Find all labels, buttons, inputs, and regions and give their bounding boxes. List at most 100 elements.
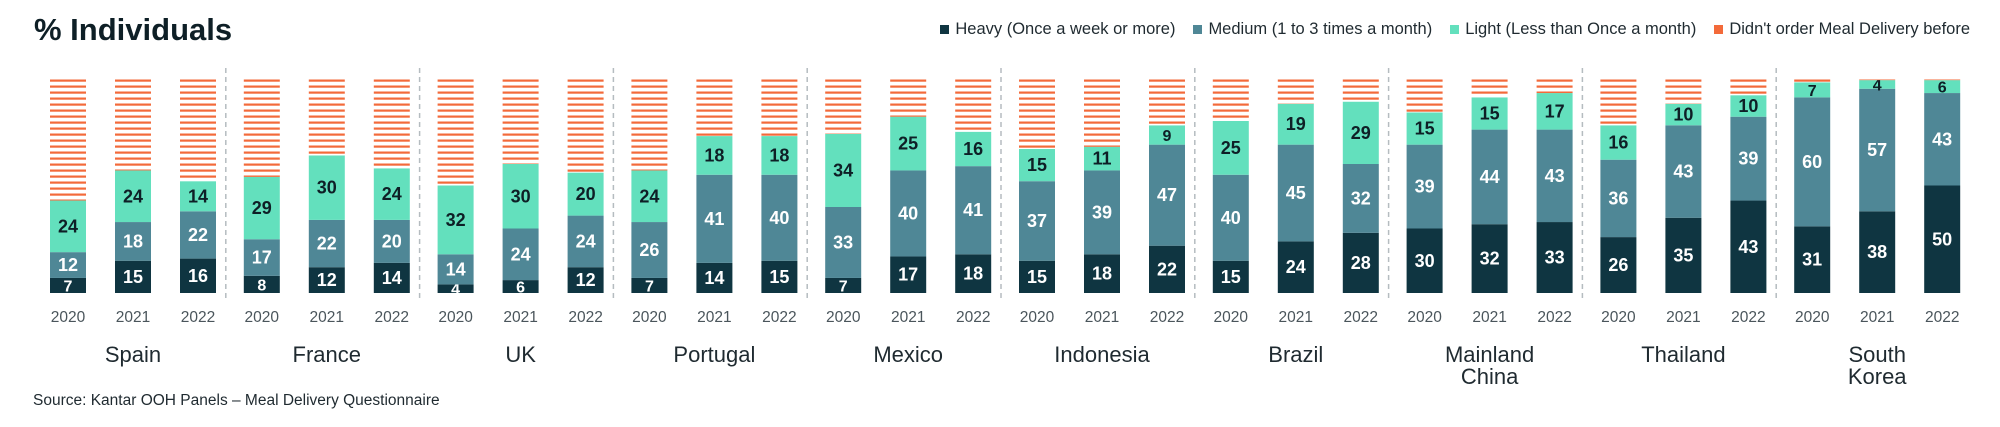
bar-segment-light-spain-2021 [115, 170, 151, 223]
data-label-heavy-mainland-china-2021: 32 [1480, 249, 1500, 269]
data-label-light-brazil-2020: 25 [1221, 138, 1241, 158]
data-label-medium-indonesia-2021: 39 [1092, 202, 1112, 222]
bar-segment-light-indonesia-2020 [1019, 148, 1055, 182]
year-tick-label: 2021 [1472, 309, 1506, 326]
data-label-light-spain-2020: 24 [58, 216, 78, 236]
bar-segment-heavy-brazil-2020 [1212, 260, 1249, 293]
bar-segment-medium-spain-2022 [180, 211, 216, 259]
data-label-medium-uk-2020: 14 [446, 259, 466, 279]
source-note: Source: Kantar OOH Panels – Meal Deliver… [33, 392, 440, 409]
bar-segment-heavy-mexico-2020 [825, 277, 862, 293]
data-label-light-spain-2021: 24 [123, 186, 143, 206]
bar-segment-heavy-indonesia-2020 [1019, 260, 1055, 293]
country-label-uk: UK [505, 342, 536, 367]
data-label-light-mainland-china-2021: 15 [1480, 103, 1500, 123]
data-label-medium-portugal-2022: 40 [769, 208, 789, 228]
data-label-heavy-thailand-2022: 43 [1738, 237, 1758, 257]
bar-segment-none-portugal-2021 [696, 78, 733, 137]
data-label-medium-spain-2021: 18 [123, 231, 143, 251]
bar-segment-none-indonesia-2022 [1149, 78, 1185, 126]
bar-segment-heavy-south-korea-2022 [1924, 185, 1961, 293]
legend-label-medium: Medium (1 to 3 times a month) [1208, 20, 1433, 38]
year-tick-label: 2021 [1279, 309, 1313, 326]
bar-segment-medium-france-2021 [308, 219, 345, 268]
data-label-light-uk-2020: 32 [446, 210, 466, 230]
bar-segment-none-france-2021 [308, 78, 345, 156]
bar-segment-heavy-portugal-2021 [696, 262, 733, 293]
bar-segment-light-spain-2022 [180, 181, 216, 212]
chart-title: % Individuals [34, 12, 233, 47]
legend-item-heavy: Heavy (Once a week or more) [940, 20, 1175, 39]
data-label-heavy-mexico-2020: 7 [839, 278, 848, 295]
year-tick-label: 2022 [956, 309, 990, 326]
year-tick-label: 2022 [1537, 309, 1571, 326]
data-label-heavy-mainland-china-2020: 30 [1415, 251, 1435, 271]
data-label-medium-south-korea-2020: 60 [1802, 152, 1822, 172]
bar-segment-medium-portugal-2022 [761, 174, 798, 261]
bar-segment-none-spain-2021 [115, 78, 151, 171]
bar-segment-heavy-spain-2020 [50, 277, 86, 293]
data-label-heavy-portugal-2020: 7 [645, 278, 654, 295]
bar-segment-none-spain-2020 [50, 78, 86, 201]
data-label-medium-uk-2021: 24 [511, 244, 531, 264]
legend-swatch-medium [1193, 25, 1203, 34]
data-label-light-france-2021: 30 [317, 178, 337, 198]
data-label-light-mexico-2020: 34 [833, 160, 853, 180]
year-tick-label: 2022 [1150, 309, 1184, 326]
year-tick-label: 2020 [51, 309, 86, 326]
bar-segment-heavy-mainland-china-2022 [1536, 222, 1573, 293]
data-label-medium-mexico-2021: 40 [898, 203, 918, 223]
bar-segment-light-france-2021 [308, 155, 345, 220]
year-tick-label: 2020 [1214, 309, 1249, 326]
bar-segment-none-thailand-2022 [1730, 78, 1767, 96]
data-label-heavy-france-2022: 14 [382, 268, 402, 288]
data-label-light-south-korea-2020: 7 [1808, 83, 1817, 100]
data-label-light-france-2022: 24 [382, 184, 402, 204]
data-label-medium-mexico-2022: 41 [963, 200, 983, 220]
data-label-light-indonesia-2021: 11 [1092, 149, 1111, 169]
bar-segment-none-france-2020 [243, 78, 280, 177]
country-label-indonesia: Indonesia [1054, 342, 1150, 367]
data-label-heavy-uk-2022: 12 [576, 270, 596, 290]
bar-segment-none-brazil-2021 [1277, 78, 1314, 104]
bar-segment-heavy-mainland-china-2020 [1406, 228, 1443, 293]
bar-segment-none-uk-2020 [437, 78, 474, 186]
data-label-light-uk-2021: 30 [511, 186, 531, 206]
year-tick-label: 2021 [503, 309, 537, 326]
data-label-heavy-portugal-2022: 15 [769, 267, 789, 287]
year-tick-label: 2021 [891, 309, 925, 326]
bar-segment-light-south-korea-2021 [1859, 80, 1896, 89]
bar-segment-none-south-korea-2021 [1859, 78, 1896, 81]
year-tick-label: 2022 [1925, 309, 1959, 326]
year-tick-label: 2021 [116, 309, 150, 326]
year-tick-label: 2020 [438, 309, 473, 326]
bar-segment-heavy-indonesia-2022 [1149, 245, 1185, 293]
year-tick-label: 2021 [310, 309, 344, 326]
data-label-light-indonesia-2022: 9 [1163, 128, 1172, 145]
bar-segment-light-portugal-2020 [631, 170, 668, 223]
year-tick-label: 2022 [181, 309, 215, 326]
year-tick-label: 2020 [1795, 309, 1830, 326]
bar-segment-medium-brazil-2020 [1212, 174, 1249, 261]
bar-segment-none-mainland-china-2021 [1471, 78, 1508, 98]
data-label-light-south-korea-2022: 6 [1938, 80, 1947, 97]
data-label-medium-indonesia-2022: 47 [1157, 185, 1177, 205]
bar-segment-heavy-france-2021 [308, 267, 345, 293]
bar-segment-heavy-france-2020 [243, 275, 280, 293]
bar-segment-medium-south-korea-2021 [1859, 88, 1896, 212]
bar-segment-light-mexico-2020 [825, 133, 862, 207]
legend-swatch-heavy [940, 25, 950, 34]
bar-segment-light-france-2022 [373, 168, 410, 220]
bar-segment-medium-thailand-2020 [1600, 159, 1637, 238]
bar-segment-medium-france-2022 [373, 219, 410, 263]
data-label-medium-south-korea-2021: 57 [1867, 140, 1887, 160]
bar-segment-none-indonesia-2021 [1084, 78, 1120, 147]
data-label-medium-brazil-2021: 45 [1286, 183, 1306, 203]
country-label-spain: Spain [105, 342, 161, 367]
data-label-medium-spain-2022: 22 [188, 225, 208, 245]
data-label-medium-brazil-2022: 32 [1351, 188, 1371, 208]
data-label-light-mainland-china-2020: 15 [1415, 119, 1435, 139]
bar-segment-heavy-indonesia-2021 [1084, 254, 1120, 293]
bar-segment-medium-mexico-2021 [890, 170, 927, 257]
